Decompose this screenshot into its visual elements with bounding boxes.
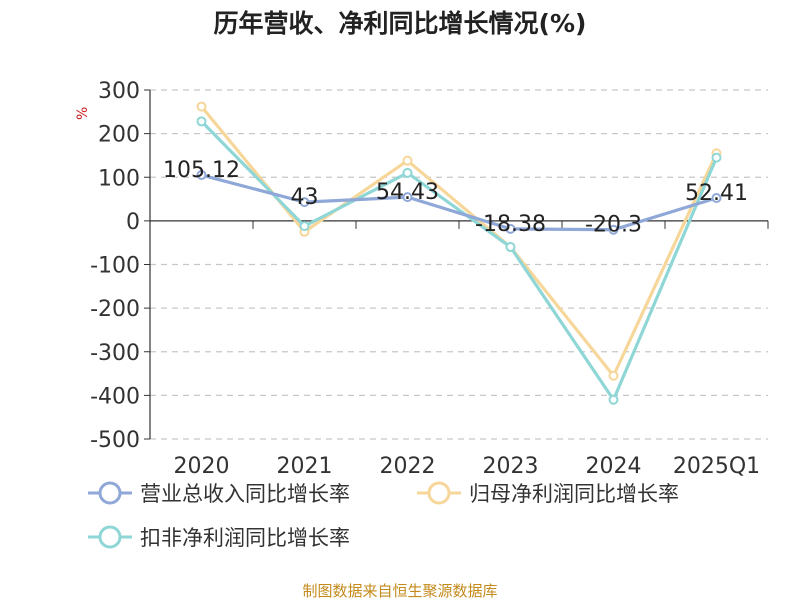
data-point bbox=[299, 197, 310, 208]
data-point bbox=[505, 223, 516, 234]
y-tick-label: -200 bbox=[90, 297, 140, 322]
series-lines bbox=[196, 101, 722, 405]
data-label: -18.38 bbox=[475, 212, 546, 237]
chart-title: 历年营收、净利同比增长情况(%) bbox=[213, 9, 587, 38]
axes: 300 200 100 0 -100 -200 -300 -400 -500 2020 2021 20… bbox=[90, 79, 769, 479]
x-tick-label: 2021 bbox=[277, 454, 333, 479]
data-point bbox=[299, 221, 310, 232]
x-tick-label: 2020 bbox=[174, 454, 230, 479]
legend-line-icon bbox=[88, 523, 132, 551]
data-point bbox=[608, 394, 619, 405]
data-label: 43 bbox=[291, 185, 319, 210]
y-tick-label: 300 bbox=[98, 79, 140, 104]
data-label: -20.3 bbox=[585, 213, 642, 238]
y-tick-label: -500 bbox=[90, 428, 140, 453]
legend-item-net-profit[interactable]: 归母净利润同比增长率 bbox=[417, 478, 679, 508]
data-point bbox=[196, 101, 207, 112]
series-line bbox=[201, 173, 717, 232]
x-tick-label: 2022 bbox=[380, 454, 436, 479]
data-point bbox=[196, 116, 207, 127]
y-tick-label: 100 bbox=[98, 166, 140, 191]
data-point bbox=[505, 242, 516, 253]
legend-label: 营业总收入同比增长率 bbox=[140, 482, 350, 506]
x-tick-label: 2023 bbox=[483, 454, 539, 479]
data-point bbox=[402, 167, 413, 178]
data-labels: 105.12 43 54.43 -18.38 -20.3 52.41 bbox=[163, 158, 748, 238]
y-tick-label: 200 bbox=[98, 123, 140, 148]
legend-label: 归母净利润同比增长率 bbox=[469, 482, 679, 506]
x-tick-label: 2024 bbox=[586, 454, 642, 479]
legend-label: 扣非净利润同比增长率 bbox=[140, 526, 350, 550]
legend-line-icon bbox=[88, 479, 132, 507]
series-line bbox=[200, 120, 718, 402]
data-label: 105.12 bbox=[163, 158, 240, 183]
legend-item-revenue[interactable]: 营业总收入同比增长率 bbox=[88, 478, 350, 508]
grid-lines bbox=[150, 89, 768, 440]
data-point bbox=[608, 224, 619, 235]
legend-line-icon bbox=[417, 479, 461, 507]
y-tick-label: -400 bbox=[90, 384, 140, 409]
data-point bbox=[402, 192, 413, 203]
y-tick-label: -300 bbox=[90, 341, 140, 366]
y-tick-label: -100 bbox=[90, 254, 140, 279]
data-point bbox=[196, 170, 207, 181]
data-point bbox=[711, 193, 722, 204]
data-point bbox=[402, 155, 413, 166]
x-tick-label: 2025Q1 bbox=[673, 454, 760, 479]
data-label: 52.41 bbox=[685, 181, 748, 206]
data-point bbox=[608, 370, 619, 381]
source-note: 制图数据来自恒生聚源数据库 bbox=[302, 582, 498, 600]
data-point bbox=[711, 152, 722, 163]
y-tick-label: 0 bbox=[126, 210, 140, 235]
legend-item-adjusted-profit[interactable]: 扣非净利润同比增长率 bbox=[88, 522, 350, 552]
data-label: 54.43 bbox=[376, 180, 439, 205]
